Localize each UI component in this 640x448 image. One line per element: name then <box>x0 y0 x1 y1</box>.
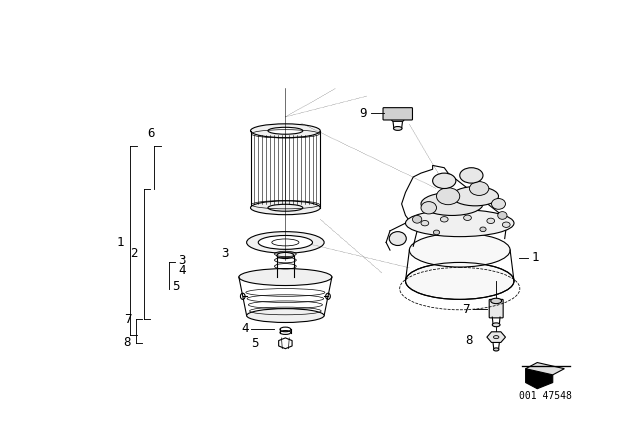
Ellipse shape <box>421 220 429 226</box>
Text: 9: 9 <box>359 107 367 120</box>
Text: 5: 5 <box>172 280 180 293</box>
Text: 4: 4 <box>241 322 249 335</box>
Text: 8: 8 <box>124 336 131 349</box>
Ellipse shape <box>268 204 303 211</box>
Ellipse shape <box>250 124 320 138</box>
Polygon shape <box>525 369 553 389</box>
Polygon shape <box>388 109 408 121</box>
FancyBboxPatch shape <box>383 108 412 120</box>
Text: 001 47548: 001 47548 <box>518 392 572 401</box>
Ellipse shape <box>406 263 514 299</box>
Ellipse shape <box>412 215 422 223</box>
Polygon shape <box>525 362 564 375</box>
Ellipse shape <box>440 217 448 222</box>
Ellipse shape <box>493 348 499 351</box>
Text: 1: 1 <box>116 236 124 249</box>
Text: 5: 5 <box>252 337 259 350</box>
Ellipse shape <box>410 233 510 267</box>
Polygon shape <box>487 332 506 342</box>
Ellipse shape <box>487 218 495 224</box>
Ellipse shape <box>493 336 499 339</box>
Ellipse shape <box>250 201 320 215</box>
Ellipse shape <box>268 127 303 134</box>
Ellipse shape <box>433 230 440 235</box>
Text: 6: 6 <box>148 127 155 140</box>
Text: 7: 7 <box>124 313 131 326</box>
Ellipse shape <box>492 198 506 209</box>
Ellipse shape <box>469 181 489 195</box>
Ellipse shape <box>394 126 402 130</box>
Text: 1: 1 <box>532 251 540 264</box>
Ellipse shape <box>421 192 483 215</box>
Text: 2: 2 <box>130 247 138 260</box>
Ellipse shape <box>436 188 460 205</box>
Ellipse shape <box>498 211 507 220</box>
Ellipse shape <box>460 168 483 183</box>
Text: 7: 7 <box>462 303 470 316</box>
Ellipse shape <box>492 323 500 327</box>
Text: 8: 8 <box>465 335 473 348</box>
Ellipse shape <box>421 202 436 214</box>
Ellipse shape <box>452 186 499 206</box>
Ellipse shape <box>246 309 324 323</box>
Text: 4: 4 <box>179 264 186 277</box>
Ellipse shape <box>389 232 406 246</box>
Text: 3: 3 <box>221 247 229 260</box>
FancyBboxPatch shape <box>489 299 503 318</box>
Ellipse shape <box>277 252 294 258</box>
Ellipse shape <box>246 232 324 253</box>
Ellipse shape <box>502 222 510 228</box>
Ellipse shape <box>491 298 502 304</box>
Ellipse shape <box>406 210 514 237</box>
Ellipse shape <box>259 236 312 250</box>
Ellipse shape <box>239 269 332 285</box>
Ellipse shape <box>463 215 472 220</box>
Ellipse shape <box>433 173 456 189</box>
Text: 3: 3 <box>179 254 186 267</box>
Ellipse shape <box>480 227 486 232</box>
